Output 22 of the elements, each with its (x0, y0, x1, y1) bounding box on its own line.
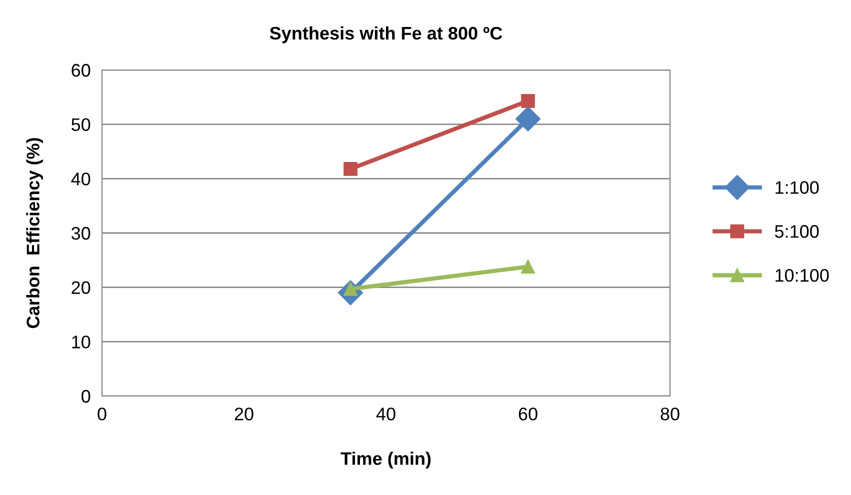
chart-title: Synthesis with Fe at 800 ºC (270, 26, 502, 44)
y-tick-label: 60 (72, 64, 90, 77)
point (516, 106, 540, 132)
point (521, 260, 535, 274)
x-tick-label: 80 (660, 408, 680, 420)
y-tick-label: 20 (72, 281, 90, 294)
y-axis-title: Carbon Efficiency (%) (26, 138, 44, 328)
x-axis-title: Time (min) (340, 452, 431, 469)
point (521, 94, 535, 108)
legend-label: 1:100 (776, 181, 819, 194)
x-tick-label: 0 (98, 408, 106, 420)
x-tick-label: 60 (518, 408, 538, 420)
x-tick-label: 40 (376, 408, 396, 420)
legend-label: 10:100 (776, 268, 829, 282)
legend-label: 5:100 (774, 225, 819, 238)
y-tick-label: 40 (71, 172, 90, 186)
y-tick-label: 30 (71, 226, 90, 240)
y-tick-label: 10 (72, 336, 90, 348)
y-tick-label: 0 (82, 390, 90, 403)
point (344, 162, 358, 176)
y-tick-label: 50 (72, 118, 90, 132)
x-tick-label: 20 (234, 408, 254, 420)
